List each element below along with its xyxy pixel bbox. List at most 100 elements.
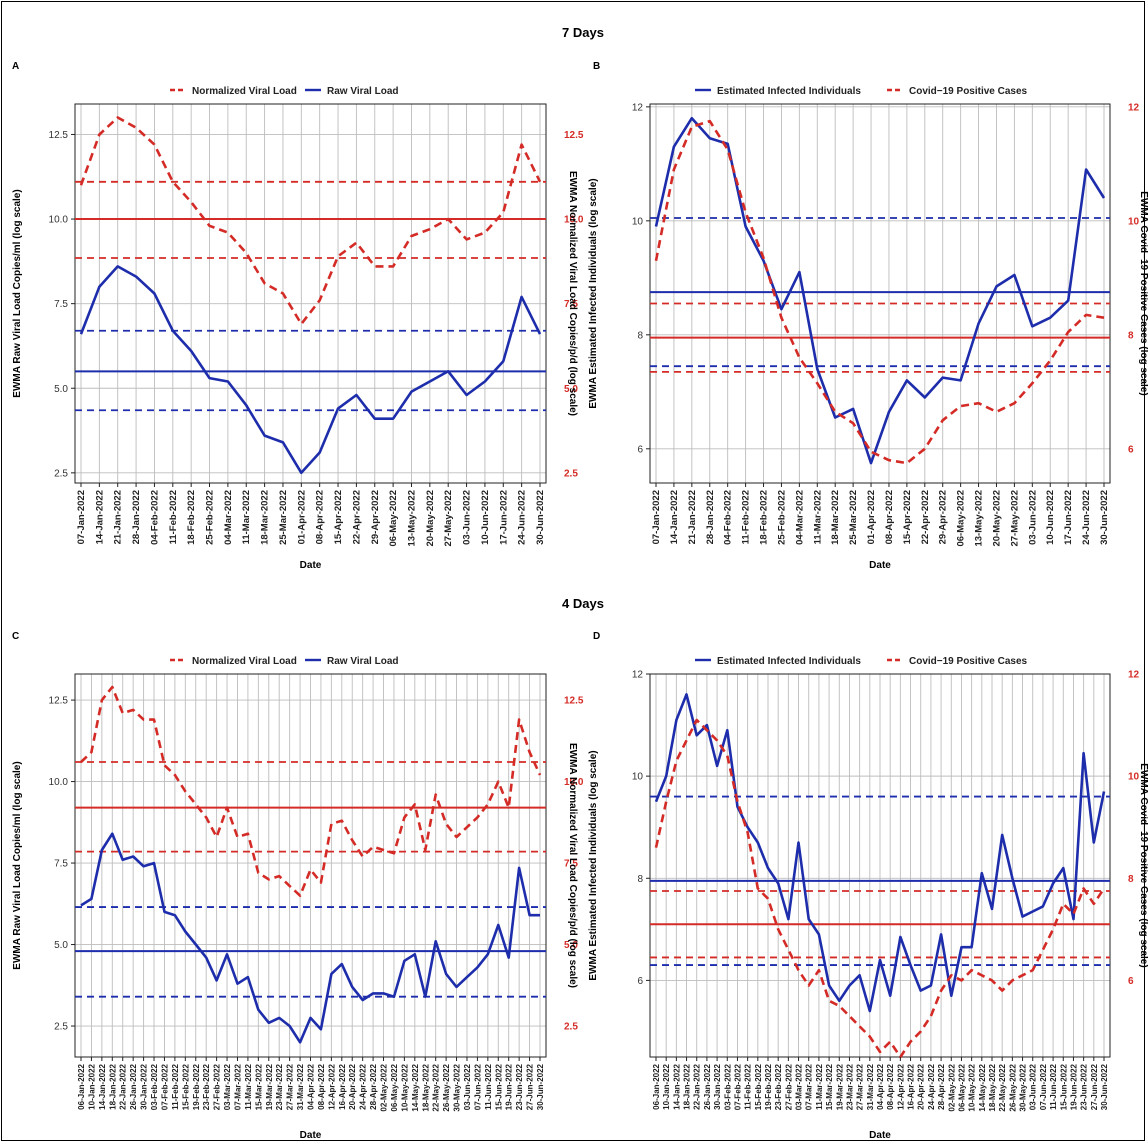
x-tick-label: 08-Apr-2022: [884, 490, 895, 544]
y-right-tick-label: 8: [1128, 874, 1134, 885]
y-tick-label: 2.5: [54, 468, 68, 479]
x-tick-label: 24-Apr-2022: [359, 1063, 368, 1109]
y-axis-label-left: EWMA Raw Viral Load Copies/ml (log scale…: [12, 189, 23, 397]
x-axis-label: Date: [300, 1130, 322, 1141]
chart-panel-a: 2.5 5.0 7.5 10.0 12.5 2.5 5.0 7.5 10.0 12.5 07-Jan…: [12, 86, 584, 571]
x-tick-label: 27-Feb-2022: [784, 1063, 793, 1110]
y-right-tick-label: 5.0: [564, 384, 578, 395]
legend-label: Estimated Infected Individuals: [717, 86, 861, 97]
y-tick-label: 10.0: [49, 777, 69, 788]
x-tick-label: 19-Feb-2022: [764, 1063, 773, 1110]
x-tick-label: 12-Apr-2022: [896, 1063, 905, 1109]
x-tick-label: 30-Jun-2022: [1100, 1063, 1109, 1110]
y-right-tick-label: 8: [1128, 330, 1134, 341]
x-tick-label: 22-Jan-2022: [119, 1063, 128, 1109]
x-tick-label: 11-Mar-2022: [241, 490, 252, 544]
x-tick-label: 06-May-2022: [957, 1063, 966, 1111]
x-tick-label: 08-Apr-2022: [886, 1063, 895, 1109]
x-tick-label: 22-Apr-2022: [920, 490, 931, 544]
x-tick-label: 24-Jun-2022: [1081, 490, 1092, 545]
x-tick-label: 11-Feb-2022: [741, 490, 752, 544]
x-tick-label: 07-Feb-2022: [160, 1063, 169, 1110]
plot-area: [75, 104, 546, 483]
x-tick-label: 03-Mar-2022: [795, 1063, 804, 1110]
x-tick-label: 19-Jun-2022: [1069, 1063, 1078, 1110]
y-axis-label-left: EWMA Raw Viral Load Copies/ml (log scale…: [12, 761, 23, 969]
x-tick-label: 22-Apr-2022: [351, 490, 362, 544]
x-tick-label: 30-May-2022: [1019, 1063, 1028, 1111]
y-tick-label: 5.0: [54, 384, 68, 395]
x-tick-label: 27-Mar-2022: [286, 1063, 295, 1110]
x-tick-label: 25-Mar-2022: [278, 490, 289, 545]
x-tick-label: 08-Apr-2022: [317, 1063, 326, 1109]
y-tick-label: 7.5: [54, 859, 68, 870]
y-tick-label: 12: [632, 102, 644, 113]
y-right-tick-label: 12.5: [564, 696, 584, 707]
y-right-tick-label: 12: [1128, 670, 1140, 681]
y-tick-label: 8: [637, 874, 643, 885]
x-tick-label: 17-Jun-2022: [1063, 490, 1074, 545]
y-right-tick-label: 6: [1128, 444, 1134, 455]
x-tick-label: 23-Jun-2022: [1080, 1063, 1089, 1110]
x-tick-label: 11-Jun-2022: [484, 1063, 493, 1109]
x-tick-label: 15-Apr-2022: [902, 490, 913, 544]
x-tick-label: 16-Apr-2022: [338, 1063, 347, 1109]
y-right-tick-label: 12.5: [564, 130, 584, 141]
x-tick-label: 14-May-2022: [978, 1063, 987, 1111]
x-tick-label: 15-Apr-2022: [333, 490, 344, 544]
x-tick-label: 07-Mar-2022: [233, 1063, 242, 1110]
y-tick-label: 5.0: [54, 940, 68, 951]
x-tick-label: 28-Apr-2022: [937, 1063, 946, 1109]
x-tick-label: 11-Feb-2022: [171, 1063, 180, 1109]
x-tick-label: 11-Feb-2022: [168, 490, 179, 544]
x-tick-label: 15-Feb-2022: [181, 1063, 190, 1110]
panel-label: D: [593, 631, 600, 642]
x-tick-label: 21-Jan-2022: [113, 490, 124, 544]
legend-label: Normalized Viral Load: [192, 86, 297, 97]
y-tick-label: 12.5: [49, 696, 69, 707]
series-line: [79, 116, 542, 326]
x-tick-label: 26-Jan-2022: [703, 1063, 712, 1109]
x-tick-label: 19-Mar-2022: [835, 1063, 844, 1110]
x-tick-label: 30-Jun-2022: [536, 1063, 545, 1110]
x-tick-label: 27-May-2022: [443, 490, 454, 547]
y-axis-label-right: EWMA Covid−19 Positive Cases (log scale): [1138, 191, 1148, 395]
x-tick-label: 22-May-2022: [432, 1063, 441, 1111]
x-tick-label: 18-Feb-2022: [186, 490, 197, 545]
x-tick-label: 03-Jun-2022: [463, 1063, 472, 1110]
x-tick-label: 11-Mar-2022: [244, 1063, 253, 1109]
x-tick-label: 16-Apr-2022: [907, 1063, 916, 1109]
x-tick-label: 23-Jun-2022: [515, 1063, 524, 1110]
x-tick-label: 11-Mar-2022: [815, 1063, 824, 1109]
x-tick-label: 03-Jun-2022: [1027, 490, 1038, 545]
y-tick-label: 2.5: [54, 1022, 68, 1033]
x-tick-label: 27-Feb-2022: [213, 1063, 222, 1110]
x-tick-label: 28-Jan-2022: [705, 490, 716, 544]
x-tick-label: 17-Jun-2022: [498, 490, 509, 545]
x-tick-label: 14-Jan-2022: [669, 490, 680, 544]
legend-label: Covid−19 Positive Cases: [909, 656, 1028, 667]
series-line: [80, 685, 542, 898]
y-axis-label-right: EWMA Normalized Viral Load Copies/p/d (l…: [567, 171, 578, 416]
x-tick-label: 20-May-2022: [425, 490, 436, 547]
x-tick-label: 03-Mar-2022: [223, 1063, 232, 1110]
x-tick-label: 22-May-2022: [998, 1063, 1007, 1111]
x-tick-label: 24-Apr-2022: [927, 1063, 936, 1109]
x-tick-label: 18-Jan-2022: [108, 1063, 117, 1109]
legend-label: Raw Viral Load: [327, 86, 399, 97]
x-tick-label: 27-May-2022: [1009, 490, 1020, 547]
x-tick-label: 19-Mar-2022: [265, 1063, 274, 1110]
x-tick-label: 29-Apr-2022: [938, 490, 949, 544]
y-right-tick-label: 10.0: [564, 777, 584, 788]
x-tick-label: 15-Feb-2022: [754, 1063, 763, 1110]
y-right-tick-label: 10.0: [564, 215, 584, 226]
plot-border: [74, 103, 547, 484]
series-line: [79, 265, 542, 475]
x-tick-label: 18-Mar-2022: [830, 490, 841, 545]
y-tick-label: 10: [632, 216, 644, 227]
x-tick-label: 13-May-2022: [406, 490, 417, 547]
x-tick-label: 14-Jan-2022: [94, 490, 105, 544]
x-tick-label: 22-Jan-2022: [693, 1063, 702, 1109]
x-tick-label: 11-Jun-2022: [1049, 1063, 1058, 1109]
